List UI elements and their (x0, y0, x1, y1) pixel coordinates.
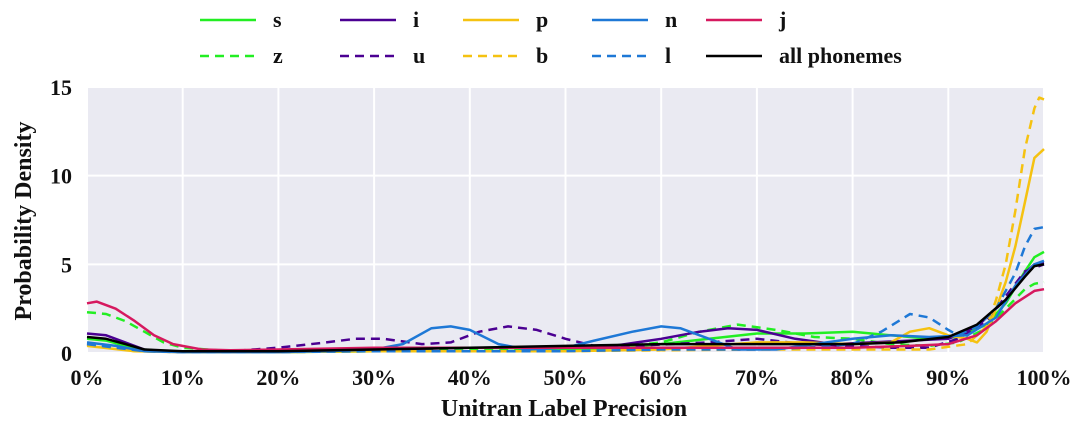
legend-label: all phonemes (779, 43, 902, 68)
y-axis-ticks: 0 5 10 15 (50, 75, 72, 366)
series-group (86, 96, 1045, 354)
legend-label: u (413, 43, 425, 68)
x-axis-label: Unitran Label Precision (441, 396, 687, 418)
x-tick-label: 20% (256, 365, 300, 390)
legend-label: s (273, 7, 282, 32)
x-tick-label: 100% (1017, 365, 1072, 390)
legend-label: j (778, 7, 786, 32)
legend-label: z (273, 43, 283, 68)
legend-label: n (665, 7, 677, 32)
legend-label: l (665, 43, 671, 68)
x-tick-label: 30% (352, 365, 396, 390)
x-tick-label: 40% (448, 365, 492, 390)
legend-label: i (413, 7, 419, 32)
x-axis-ticks: 0% 10% 20% 30% 40% 50% 60% 70% 80% 90% 100% (71, 365, 1072, 390)
legend-label: p (536, 7, 548, 32)
series-line-all-phonemes (86, 263, 1045, 353)
grid (86, 86, 1045, 354)
y-tick-label: 5 (61, 252, 72, 277)
legend-label: b (536, 43, 548, 68)
y-tick-label: 0 (61, 341, 72, 366)
x-tick-label: 60% (639, 365, 683, 390)
x-tick-label: 80% (831, 365, 875, 390)
y-axis-label: Probability Density (11, 122, 37, 321)
series-line-z (86, 280, 1045, 353)
x-tick-label: 10% (161, 365, 205, 390)
y-tick-label: 15 (50, 75, 72, 100)
x-tick-label: 70% (735, 365, 779, 390)
y-tick-label: 10 (50, 164, 72, 189)
legend: sz iu pb nl j all phonemes (200, 7, 902, 68)
x-tick-label: 50% (544, 365, 588, 390)
x-tick-label: 0% (71, 365, 104, 390)
x-tick-label: 90% (926, 365, 970, 390)
